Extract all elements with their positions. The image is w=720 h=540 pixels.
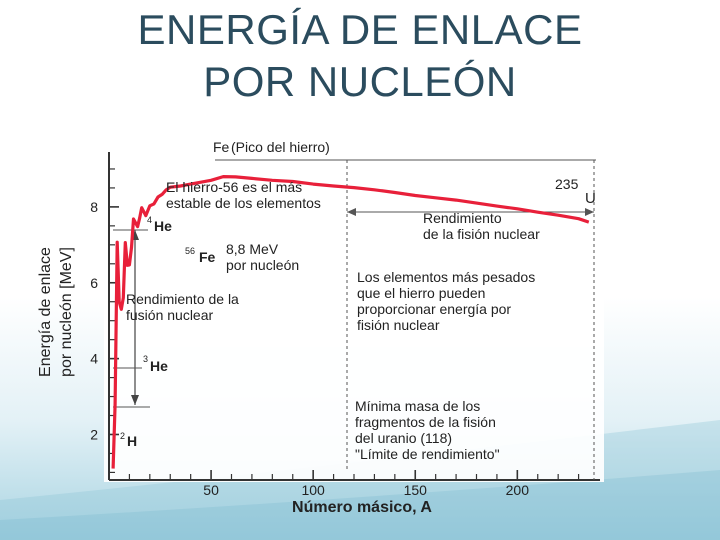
min-mass-line-2: fragmentos de la fisión: [355, 414, 496, 430]
y-axis-ticks: 2 4 6 8: [90, 168, 119, 474]
heavy-elements-line-1: Los elementos más pesados: [357, 269, 535, 285]
min-mass-line-1: Mínima masa de los: [355, 398, 480, 414]
h2-mass-number: 2: [120, 431, 125, 441]
fe56-symbol: Fe: [199, 249, 216, 265]
fusion-yield-line-2: fusión nuclear: [126, 307, 214, 323]
fe-peak-element: Fe: [213, 139, 230, 155]
fe-stable-note-line-1: El hierro-56 es el más: [166, 179, 302, 195]
he3-symbol: He: [150, 358, 168, 374]
fission-arrow-right-head: [585, 208, 594, 216]
fusion-yield-line-1: Rendimiento de la: [126, 291, 239, 307]
y-tick-label: 4: [90, 351, 98, 367]
slide-title: ENERGÍA DE ENLACE POR NUCLEÓN: [0, 4, 720, 108]
fission-yield-line-2: de la fisión nuclear: [423, 226, 540, 242]
y-tick-label: 6: [90, 275, 98, 291]
slide-title-line-2: POR NUCLEÓN: [203, 58, 517, 105]
he3-mass-number: 3: [143, 354, 148, 364]
fe-peak-label: (Pico del hierro): [231, 139, 330, 155]
min-mass-line-3: del uranio (118): [355, 430, 452, 446]
heavy-elements-line-3: proporcionar energía por: [357, 301, 511, 317]
fusion-arrow-down-head: [131, 395, 139, 405]
fe-energy-note-line-2: por nucleón: [226, 257, 299, 273]
fission-yield-line-1: Rendimiento: [423, 210, 502, 226]
x-tick-label: 200: [506, 482, 530, 498]
plot-panel: [104, 150, 604, 482]
x-tick-label: 150: [404, 482, 428, 498]
x-axis-label: Número másico, A: [292, 499, 432, 516]
x-tick-label: 50: [203, 482, 219, 498]
y-axis-label-line-2: por nucleón [MeV]: [58, 247, 75, 377]
fe56-mass-number: 56: [185, 246, 195, 256]
he4-mass-number: 4: [147, 215, 152, 225]
heavy-elements-line-4: fisión nuclear: [357, 317, 440, 333]
binding-energy-curve: [111, 175, 590, 469]
u235-mass-number: 235: [555, 176, 579, 192]
x-tick-label: 100: [301, 482, 325, 498]
fe-stable-note-line-2: estable de los elementos: [166, 195, 321, 211]
y-tick-label: 8: [90, 199, 98, 215]
min-mass-line-4: "Límite de rendimiento": [355, 446, 500, 462]
fission-arrow-left-head: [347, 208, 356, 216]
heavy-elements-line-2: que el hierro pueden: [357, 285, 485, 301]
he4-symbol: He: [154, 218, 172, 234]
fe-energy-note-line-1: 8,8 MeV: [226, 241, 279, 257]
h2-symbol: H: [127, 433, 137, 449]
x-axis-ticks: 50 100 150 200: [128, 470, 580, 498]
y-tick-label: 2: [90, 426, 98, 442]
slide-title-line-1: ENERGÍA DE ENLACE: [137, 6, 583, 53]
y-axis-label-line-1: Energía de enlace: [37, 247, 54, 377]
u235-symbol: U: [585, 190, 596, 207]
